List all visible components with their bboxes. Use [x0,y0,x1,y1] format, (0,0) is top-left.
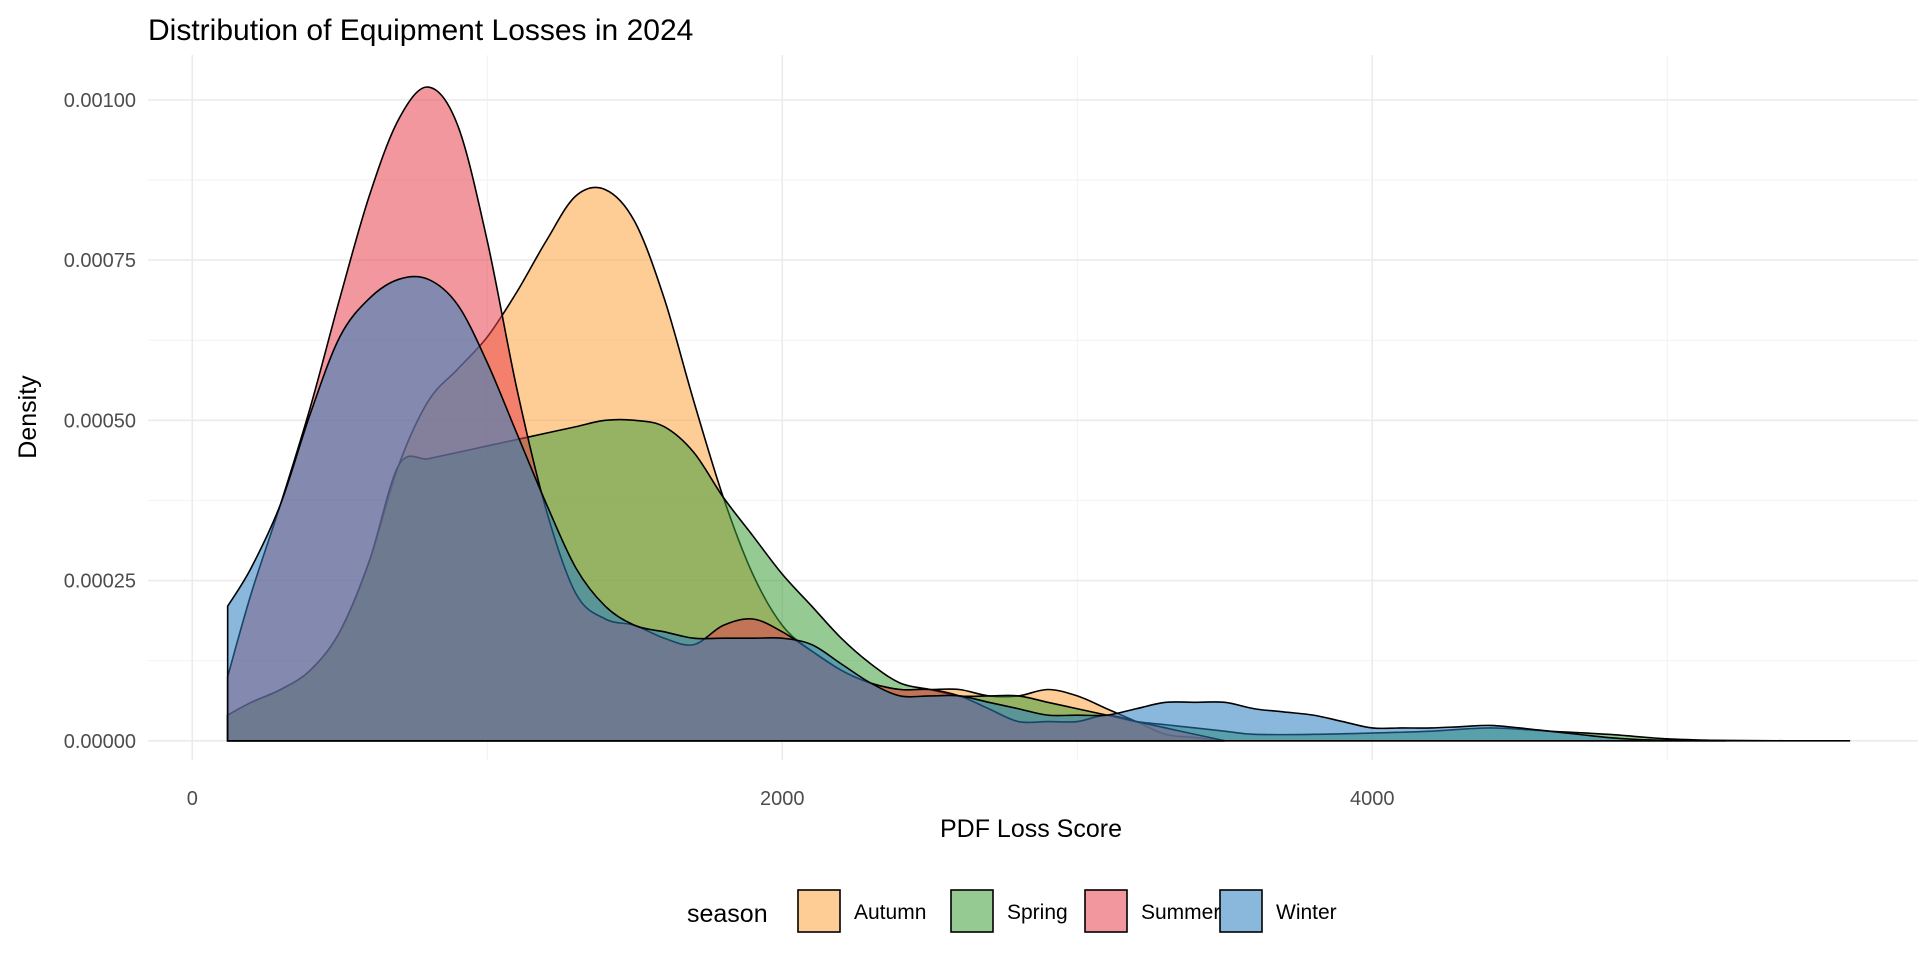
legend-key-summer [1084,889,1128,933]
density-areas [226,86,1851,742]
x-tick-label: 2000 [760,788,805,810]
legend-title: season [687,900,768,928]
legend-key-winter [1219,889,1263,933]
x-axis-ticks: 0 2000 4000 [187,788,1395,810]
y-tick-label: 0.00100 [64,90,136,112]
x-axis-title: PDF Loss Score [940,815,1122,843]
y-tick-label: 0.00000 [64,731,136,753]
legend-label-winter: Winter [1276,901,1337,924]
legend-key-autumn [797,889,841,933]
x-tick-label: 0 [187,788,198,810]
y-tick-label: 0.00050 [64,410,136,432]
y-axis-ticks: 0.00000 0.00025 0.00050 0.00075 0.00100 [64,90,136,753]
legend-label-summer: Summer [1141,901,1220,924]
y-tick-label: 0.00025 [64,571,136,593]
chart-title: Distribution of Equipment Losses in 2024 [148,14,693,47]
legend-key-spring [950,889,994,933]
density-area-winter [226,275,1851,742]
legend-label-autumn: Autumn [854,901,926,924]
y-axis-title: Density [14,375,42,459]
legend: season Autumn Spring Summer Winter [687,889,1337,933]
x-tick-label: 4000 [1350,788,1395,810]
legend-label-spring: Spring [1007,901,1068,924]
y-tick-label: 0.00075 [64,250,136,272]
